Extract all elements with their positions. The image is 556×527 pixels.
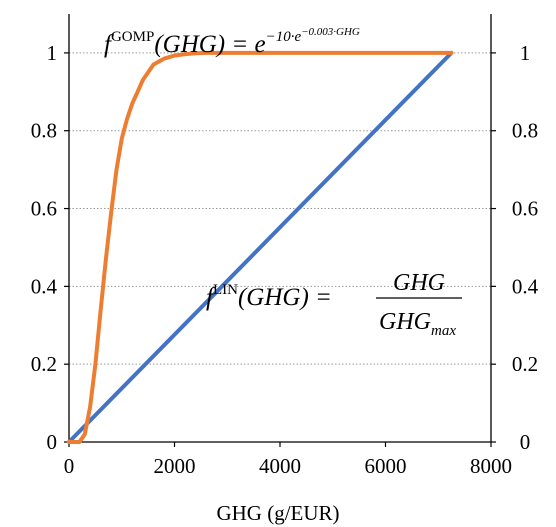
linear-formula: fLIN(GHG) = GHG GHGmax xyxy=(206,270,462,339)
y-tick-labels-left: 0 0.2 0.4 0.6 0.8 1 xyxy=(31,41,58,454)
gompertz-formula: fGOMP(GHG) = e−10·e−0.003·GHG xyxy=(104,26,360,58)
series-lines xyxy=(67,50,454,444)
gomp-sup: GOMP xyxy=(111,29,154,45)
lin-arg: (GHG) = xyxy=(238,284,332,311)
gomp-arg: (GHG) = e xyxy=(154,31,265,58)
lin-numerator: GHG xyxy=(393,270,445,296)
x-axis-title: GHG (g/EUR) xyxy=(216,501,339,525)
y-tick-label-left: 1 xyxy=(47,41,58,65)
y-tick-label-right: 0.8 xyxy=(512,119,538,143)
svg-text:fGOMP(GHG) = e−10·e−0.003·GHG: fGOMP(GHG) = e−10·e−0.003·GHG xyxy=(104,26,360,58)
linear-series-line xyxy=(67,50,454,444)
y-tick-label-right: 0.6 xyxy=(512,197,538,221)
svg-text:fLIN(GHG) =: fLIN(GHG) = xyxy=(206,282,332,311)
gomp-exp: −10·e xyxy=(266,29,302,45)
y-tick-label-left: 0.6 xyxy=(31,197,57,221)
lin-fn: f xyxy=(206,284,216,311)
x-tick-label: 8000 xyxy=(470,454,512,478)
x-tick-labels: 0 2000 4000 6000 8000 xyxy=(64,454,512,478)
gomp-fn: f xyxy=(104,31,114,58)
y-tick-label-left: 0.8 xyxy=(31,119,57,143)
y-tick-label-left: 0.2 xyxy=(31,352,57,376)
x-tick-label: 0 xyxy=(64,454,75,478)
gomp-exp2: −0.003·GHG xyxy=(301,26,360,38)
x-tick-label: 6000 xyxy=(365,454,407,478)
lin-den-sub: max xyxy=(431,323,456,339)
y-tick-label-right: 0 xyxy=(520,430,531,454)
svg-text:GHGmax: GHGmax xyxy=(379,309,456,339)
x-tick-label: 4000 xyxy=(259,454,301,478)
y-tick-label-left: 0 xyxy=(47,430,58,454)
y-tick-labels-right: 0 0.2 0.4 0.6 0.8 1 xyxy=(512,41,539,454)
gompertz-series-line xyxy=(67,50,454,444)
lin-denominator: GHG xyxy=(379,309,431,335)
y-tick-label-left: 0.4 xyxy=(31,274,58,298)
y-tick-label-right: 0.2 xyxy=(512,352,538,376)
y-tick-label-right: 1 xyxy=(520,41,531,65)
axis-ticks xyxy=(64,52,496,447)
y-tick-label-right: 0.4 xyxy=(512,274,539,298)
lin-sup: LIN xyxy=(213,282,238,298)
x-tick-label: 2000 xyxy=(154,454,196,478)
